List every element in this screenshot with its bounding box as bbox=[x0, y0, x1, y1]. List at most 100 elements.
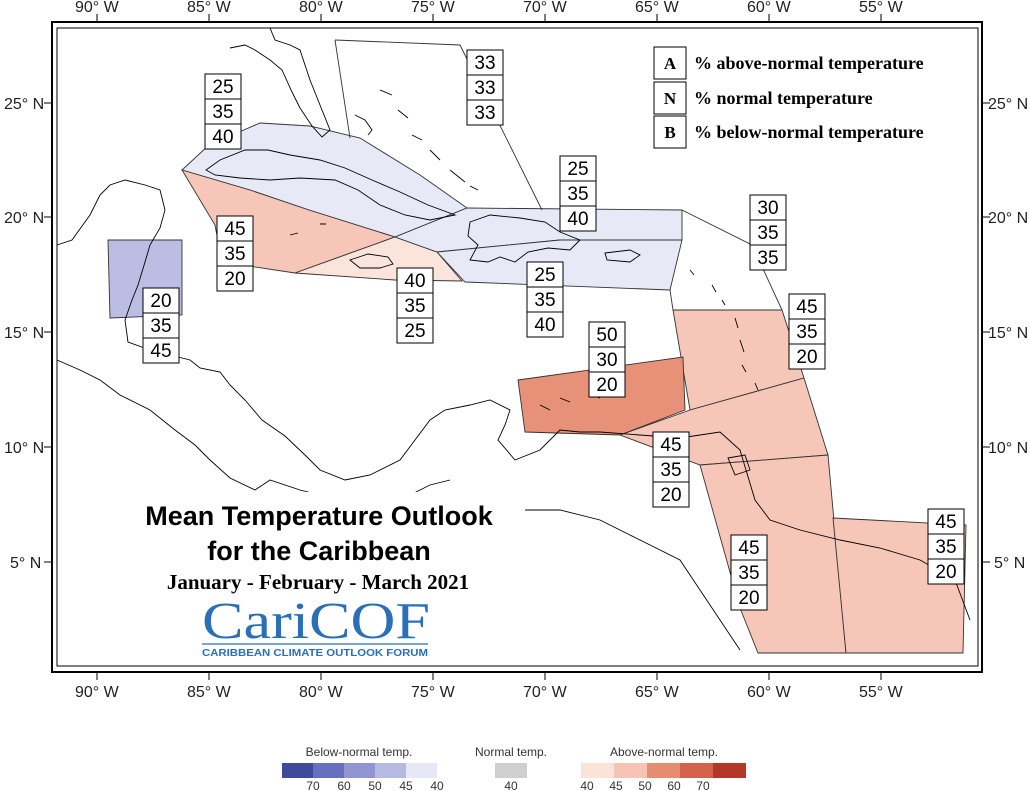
prob-box bbox=[652, 431, 690, 458]
lon-label: 85° W bbox=[187, 684, 232, 701]
lat-label: 10° N bbox=[4, 440, 44, 457]
lat-label: 25° N bbox=[4, 96, 44, 113]
trinidad-coast bbox=[727, 454, 751, 476]
prob-value: 35 bbox=[935, 537, 956, 558]
lat-label: 15° N bbox=[988, 325, 1028, 342]
map-frame bbox=[51, 21, 983, 673]
prob-box bbox=[730, 584, 768, 611]
lon-labels-bottom: 90° W 85° W 80° W 75° W 70° W 65° W 60° … bbox=[75, 684, 904, 701]
jamaica-coast bbox=[349, 253, 394, 269]
lon-label: 90° W bbox=[75, 684, 120, 701]
prob-value: 25 bbox=[534, 265, 555, 286]
prob-value: 20 bbox=[150, 291, 171, 312]
key-letter: A bbox=[664, 54, 677, 73]
lon-label: 70° W bbox=[523, 0, 568, 16]
south-america-north-coast bbox=[489, 499, 741, 651]
title-line2: for the Caribbean bbox=[207, 536, 431, 566]
legend-tick: 45 bbox=[609, 779, 623, 791]
prob-value: 20 bbox=[935, 562, 956, 583]
prob-value: 45 bbox=[224, 219, 245, 240]
lon-label: 65° W bbox=[635, 0, 680, 16]
prob-boxes: 33 33 33 25 35 40 20 35 45 45 35 20 40 35 25 25 35 40 25 35… bbox=[142, 49, 965, 611]
legend-tick: 40 bbox=[504, 779, 518, 791]
prob-box bbox=[204, 73, 242, 100]
prob-box bbox=[927, 558, 965, 585]
prob-box bbox=[927, 533, 965, 560]
legend-below-title: Below-normal temp. bbox=[306, 745, 413, 759]
legend-swatch bbox=[344, 763, 375, 778]
prob-value: 20 bbox=[796, 347, 817, 368]
prob-value: 35 bbox=[757, 248, 778, 269]
zone-leeward-edge bbox=[669, 289, 674, 311]
title-line3: January - February - March 2021 bbox=[167, 570, 469, 594]
lesser-antilles bbox=[689, 269, 759, 391]
logo-wordmark: CariCOF bbox=[202, 593, 430, 650]
cuba-coast bbox=[205, 149, 457, 221]
title-line1: Mean Temperature Outlook bbox=[145, 501, 494, 531]
prob-value: 45 bbox=[150, 341, 171, 362]
prob-box bbox=[142, 287, 180, 314]
legend-swatch bbox=[282, 763, 313, 778]
mexico-coast bbox=[56, 179, 971, 621]
prob-value: 35 bbox=[224, 244, 245, 265]
prob-value: 20 bbox=[224, 269, 245, 290]
logo-subtitle: CARIBBEAN CLIMATE OUTLOOK FORUM bbox=[202, 647, 428, 659]
lat-label: 20° N bbox=[4, 210, 44, 227]
prob-value: 20 bbox=[660, 485, 681, 506]
key-text: % normal temperature bbox=[694, 88, 873, 108]
prob-box bbox=[730, 534, 768, 561]
legend-tick: 40 bbox=[580, 779, 594, 791]
prob-value: 45 bbox=[935, 512, 956, 533]
lon-label: 55° W bbox=[859, 684, 904, 701]
legend-tick: 70 bbox=[696, 779, 710, 791]
legend-tick: 60 bbox=[667, 779, 681, 791]
prob-value: 35 bbox=[150, 316, 171, 337]
hispaniola-coast bbox=[467, 214, 581, 263]
bahamas-islands bbox=[354, 89, 479, 191]
zone-bahamas-border bbox=[334, 39, 543, 211]
prob-box bbox=[559, 205, 597, 232]
prob-box bbox=[788, 343, 826, 370]
lon-label: 80° W bbox=[299, 0, 344, 16]
legend-swatch bbox=[406, 763, 437, 778]
legend-swatch bbox=[495, 763, 527, 778]
prob-value: 35 bbox=[534, 290, 555, 311]
lat-label: 15° N bbox=[4, 325, 44, 342]
lon-label: 90° W bbox=[75, 0, 120, 16]
lat-label: 25° N bbox=[988, 96, 1028, 113]
prob-box bbox=[749, 219, 787, 246]
prob-value: 30 bbox=[596, 350, 617, 371]
caricof-logo: CariCOF CARIBBEAN CLIMATE OUTLOOK FORUM bbox=[202, 593, 430, 659]
prob-value: 40 bbox=[404, 271, 425, 292]
prob-value: 35 bbox=[212, 102, 233, 123]
lat-labels-left: 25° N 20° N 15° N 10° N 5° N bbox=[4, 96, 44, 572]
zone-bahamas-edge bbox=[334, 39, 351, 139]
legend-swatch bbox=[581, 763, 614, 778]
land-outlines bbox=[56, 27, 971, 651]
lat-label: 10° N bbox=[988, 440, 1028, 457]
prob-value: 35 bbox=[757, 223, 778, 244]
prob-value: 25 bbox=[212, 77, 233, 98]
prob-value: 20 bbox=[596, 375, 617, 396]
prob-box bbox=[396, 292, 434, 319]
prob-value: 40 bbox=[534, 315, 555, 336]
prob-value: 33 bbox=[474, 78, 495, 99]
lon-label: 60° W bbox=[747, 684, 792, 701]
lat-label: 5° N bbox=[10, 555, 41, 572]
prob-box bbox=[216, 240, 254, 267]
prob-value: 35 bbox=[660, 460, 681, 481]
prob-value: 25 bbox=[567, 159, 588, 180]
legend-tick: 50 bbox=[638, 779, 652, 791]
prob-box bbox=[588, 371, 626, 398]
prob-box bbox=[396, 317, 434, 344]
puerto-rico-coast bbox=[604, 249, 641, 263]
florida-coast bbox=[229, 27, 331, 138]
lat-label: 5° N bbox=[994, 555, 1025, 572]
lon-label: 70° W bbox=[523, 684, 568, 701]
title-backdrop bbox=[115, 492, 525, 662]
prob-box bbox=[216, 265, 254, 292]
legend-tick: 50 bbox=[368, 779, 382, 791]
legend-swatch bbox=[614, 763, 647, 778]
prob-value: 30 bbox=[757, 198, 778, 219]
